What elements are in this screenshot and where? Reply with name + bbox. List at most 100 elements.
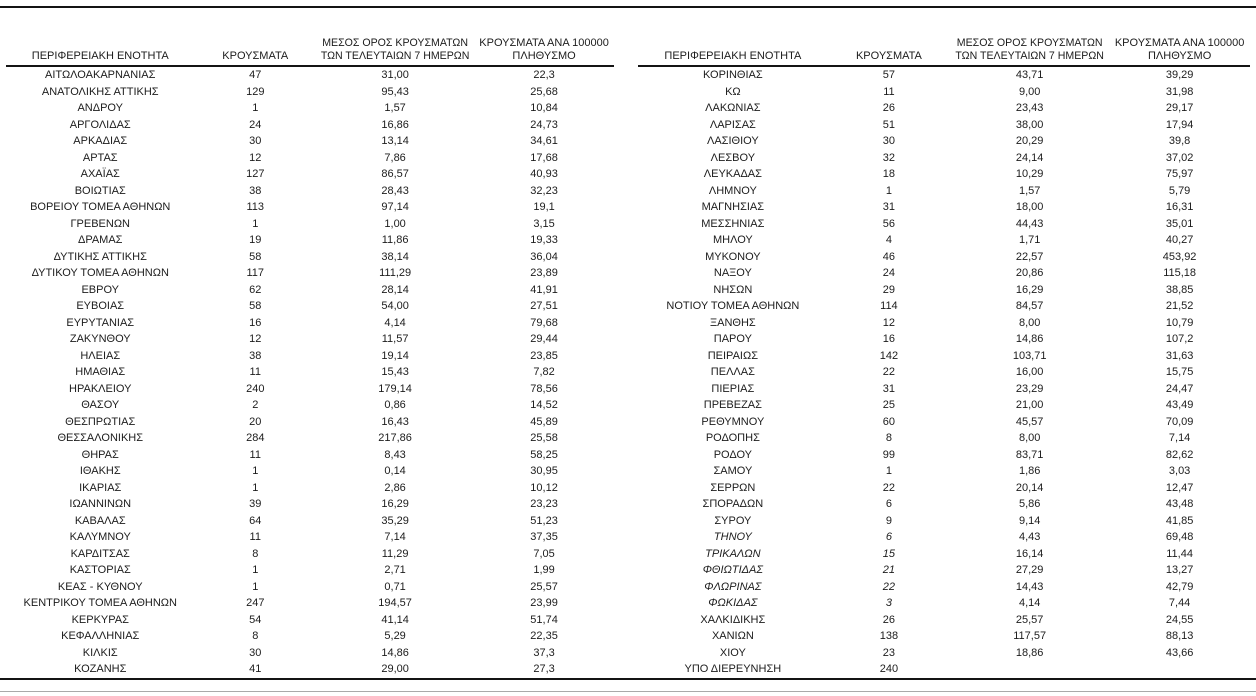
table-row: ΚΕΡΚΥΡΑΣ 54 41,14 51,74 <box>6 612 614 629</box>
table-row: ΚΙΛΚΙΣ 30 14,86 37,3 <box>6 645 614 662</box>
cases-cell: 8 <box>885 432 892 444</box>
column-header-per-100k: ΚΡΟΥΣΜΑΤΑ ΑΝΑ 100000 ΠΛΗΘΥΣΜΟ <box>474 8 614 67</box>
avg7-cell: 27,29 <box>1015 564 1044 576</box>
cases-cell: 46 <box>882 250 896 263</box>
avg7-cell: 117,57 <box>1013 630 1047 642</box>
region-cell: ΗΜΑΘΙΑΣ <box>75 366 126 378</box>
cases-cell: 25 <box>882 399 896 411</box>
region-cell: ΛΕΥΚΑΔΑΣ <box>703 168 762 180</box>
cases-cell: 51 <box>882 118 896 131</box>
per100k-cell: 27,3 <box>533 663 555 675</box>
cases-cell: 1 <box>252 564 259 576</box>
cases-cell: 16 <box>249 316 262 329</box>
cases-cell: 1 <box>885 184 892 197</box>
avg7-cell: 15,43 <box>381 366 409 378</box>
region-cell: ΠΑΡΟΥ <box>713 333 752 345</box>
avg7-cell: 23,29 <box>1015 382 1044 395</box>
per100k-cell: 7,14 <box>1168 432 1191 444</box>
region-cell: ΤΗΝΟΥ <box>713 531 752 543</box>
header-row: ΠΕΡΙΦΕΡΕΙΑΚΗ ΕΝΟΤΗΤΑ ΚΡΟΥΣΜΑΤΑ ΜΕΣΟΣ ΟΡΟ… <box>6 8 614 67</box>
table-row: ΛΑΡΙΣΑΣ 51 38,00 17,94 <box>638 117 1250 134</box>
region-cell: ΘΕΣΠΡΩΤΙΑΣ <box>65 415 136 428</box>
table-row: ΔΡΑΜΑΣ 19 11,86 19,33 <box>6 232 614 249</box>
cases-cell: 1 <box>252 102 259 114</box>
cases-cell: 11 <box>249 448 261 461</box>
per100k-cell: 19,33 <box>530 234 558 246</box>
table-row: ΤΡΙΚΑΛΩΝ 15 16,14 11,44 <box>638 546 1250 563</box>
cases-cell: 31 <box>882 201 896 213</box>
cases-cell: 30 <box>249 135 262 147</box>
region-cell: ΚΕΡΚΥΡΑΣ <box>71 613 129 626</box>
per100k-cell: 25,68 <box>530 85 558 98</box>
left-table-header: ΠΕΡΙΦΕΡΕΙΑΚΗ ΕΝΟΤΗΤΑ ΚΡΟΥΣΜΑΤΑ ΜΕΣΟΣ ΟΡΟ… <box>6 8 614 67</box>
cases-cell: 2 <box>252 399 259 411</box>
region-cell: ΘΑΣΟΥ <box>81 399 120 411</box>
avg7-cell: 28,43 <box>381 184 409 197</box>
region-cell: ΗΡΑΚΛΕΙΟΥ <box>69 382 132 395</box>
column-header-region: ΠΕΡΙΦΕΡΕΙΑΚΗ ΕΝΟΤΗΤΑ <box>638 8 828 67</box>
cases-cell: 31 <box>882 382 896 395</box>
per100k-cell: 42,79 <box>1165 580 1194 593</box>
column-header-cases: ΚΡΟΥΣΜΑΤΑ <box>827 8 951 67</box>
cases-cell: 1 <box>885 465 892 477</box>
cases-cell: 99 <box>882 448 896 461</box>
avg7-cell: 9,00 <box>1018 85 1041 98</box>
table-row: ΠΕΙΡΑΙΩΣ 142 103,71 31,63 <box>638 348 1250 365</box>
avg7-cell: 41,14 <box>381 613 409 626</box>
avg7-cell: 103,71 <box>1012 349 1047 362</box>
avg7-cell: 194,57 <box>378 597 412 609</box>
region-cell: ΔΥΤΙΚΗΣ ΑΤΤΙΚΗΣ <box>53 250 147 263</box>
avg7-cell: 25,57 <box>1015 613 1044 626</box>
region-cell: ΚΕΝΤΡΙΚΟΥ ΤΟΜΕΑ ΑΘΗΝΩΝ <box>23 597 177 609</box>
region-cell: ΣΥΡΟΥ <box>714 514 752 527</box>
per100k-cell: 23,99 <box>530 597 558 609</box>
cases-cell: 21 <box>882 564 896 576</box>
per100k-cell: 41,85 <box>1165 514 1194 527</box>
per100k-cell: 10,79 <box>1165 316 1194 329</box>
avg7-cell: 1,86 <box>1018 465 1041 477</box>
avg7-cell: 84,57 <box>1015 300 1044 312</box>
table-row: ΚΑΡΔΙΤΣΑΣ 8 11,29 7,05 <box>6 546 614 563</box>
table-row: ΚΕΦΑΛΛΗΝΙΑΣ 8 5,29 22,35 <box>6 628 614 645</box>
region-cell: ΡΟΔΟΠΗΣ <box>705 432 760 444</box>
region-cell: ΛΑΚΩΝΙΑΣ <box>705 102 761 114</box>
per100k-cell: 75,97 <box>1165 168 1194 180</box>
per100k-cell: 14,52 <box>530 399 558 411</box>
cases-cell: 24 <box>249 118 262 131</box>
region-cell: ΜΕΣΣΗΝΙΑΣ <box>701 217 765 230</box>
header-row: ΠΕΡΙΦΕΡΕΙΑΚΗ ΕΝΟΤΗΤΑ ΚΡΟΥΣΜΑΤΑ ΜΕΣΟΣ ΟΡΟ… <box>638 8 1250 67</box>
cases-cell: 26 <box>882 102 896 114</box>
avg7-cell: 95,43 <box>381 85 409 98</box>
region-cell: ΓΡΕΒΕΝΩΝ <box>70 217 130 230</box>
region-cell: ΑΡΤΑΣ <box>82 151 118 164</box>
table-row: ΕΒΡΟΥ 62 28,14 41,91 <box>6 282 614 299</box>
avg7-cell: 83,71 <box>1015 448 1044 461</box>
per100k-cell: 36,04 <box>530 250 558 263</box>
avg7-cell: 1,00 <box>384 217 406 230</box>
right-table-header: ΠΕΡΙΦΕΡΕΙΑΚΗ ΕΝΟΤΗΤΑ ΚΡΟΥΣΜΑΤΑ ΜΕΣΟΣ ΟΡΟ… <box>638 8 1250 67</box>
region-cell: ΘΗΡΑΣ <box>81 448 119 461</box>
avg7-cell: 14,86 <box>381 646 409 659</box>
region-cell: ΕΥΒΟΙΑΣ <box>76 300 125 312</box>
avg7-cell: 0,71 <box>384 580 406 593</box>
cases-cell: 22 <box>882 366 896 378</box>
per100k-cell: 10,12 <box>530 481 558 494</box>
per100k-cell: 19,1 <box>533 201 555 213</box>
cases-cell: 1 <box>252 481 259 494</box>
table-row: ΜΥΚΟΝΟΥ 46 22,57 453,92 <box>638 249 1250 266</box>
avg7-cell: 19,14 <box>381 349 409 362</box>
region-cell: ΚΕΑΣ - ΚΥΘΝΟΥ <box>57 580 143 593</box>
cases-cell: 138 <box>879 630 899 642</box>
column-header-7day-average: ΜΕΣΟΣ ΟΡΟΣ ΚΡΟΥΣΜΑΤΩΝ ΤΩΝ ΤΕΛΕΥΤΑΙΩΝ 7 Η… <box>316 8 475 67</box>
region-cell: ΚΑΣΤΟΡΙΑΣ <box>69 564 131 576</box>
table-row: ΣΠΟΡΑΔΩΝ 6 5,86 43,48 <box>638 496 1250 513</box>
avg7-cell: 54,00 <box>381 300 409 312</box>
cases-cell: 127 <box>246 168 265 180</box>
region-cell: ΛΑΣΙΘΙΟΥ <box>707 135 759 147</box>
per100k-cell <box>1109 661 1250 678</box>
avg7-cell: 8,00 <box>1018 316 1041 329</box>
avg7-cell: 1,57 <box>384 102 406 114</box>
avg7-cell: 28,14 <box>381 283 409 296</box>
cases-cell: 56 <box>882 217 896 230</box>
avg7-cell: 22,57 <box>1015 250 1044 263</box>
